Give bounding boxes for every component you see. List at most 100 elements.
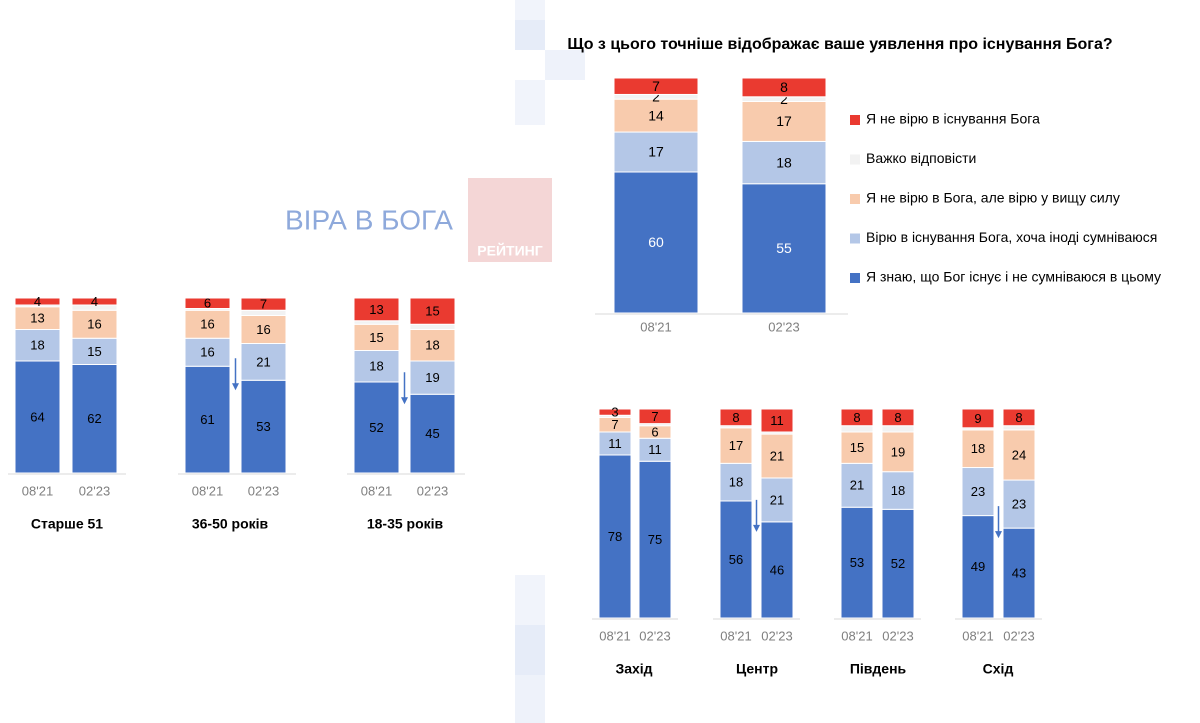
bar-segment — [760, 408, 794, 433]
value-label: 18 — [425, 338, 439, 353]
bar-segment — [353, 297, 400, 322]
x-tick-label: 08'21 — [841, 628, 872, 643]
value-label: 23 — [971, 484, 985, 499]
value-label: 21 — [770, 448, 784, 463]
x-tick-label: 08'21 — [599, 628, 630, 643]
value-label: 4 — [34, 294, 41, 309]
bar-segment — [881, 408, 915, 427]
chart-title: Схід — [983, 661, 1014, 677]
value-label: 3 — [611, 405, 618, 420]
bar-segment — [760, 477, 794, 523]
bar-segment — [881, 425, 915, 433]
bar-segment — [71, 364, 118, 474]
bar-segment — [613, 77, 699, 95]
value-label: 21 — [256, 354, 270, 369]
bar-segment — [184, 337, 231, 367]
bar-segment — [353, 320, 400, 325]
x-tick-label: 02'23 — [768, 319, 799, 334]
value-label: 9 — [974, 411, 981, 426]
value-label: 60 — [648, 234, 664, 250]
bar-segment — [741, 140, 827, 185]
value-label: 18 — [776, 154, 792, 170]
x-tick-label: 08'21 — [361, 483, 392, 498]
value-label: 8 — [853, 410, 860, 425]
bar-segment — [184, 309, 231, 339]
value-label: 7 — [260, 297, 267, 312]
chart-title: Старше 51 — [31, 516, 103, 532]
value-label: 7 — [652, 78, 660, 94]
value-label: 15 — [425, 304, 439, 319]
value-label: 8 — [1015, 410, 1022, 425]
x-tick-label: 08'21 — [962, 628, 993, 643]
value-label: 13 — [30, 311, 44, 326]
x-tick-label: 08'21 — [192, 483, 223, 498]
value-label: 18 — [729, 475, 743, 490]
value-label: 6 — [204, 296, 211, 311]
value-label: 21 — [770, 492, 784, 507]
legend-label: Вірю в існування Бога, хоча іноді сумнів… — [866, 229, 1157, 245]
value-label: 61 — [200, 412, 214, 427]
bar-segment — [184, 365, 231, 474]
x-tick-label: 02'23 — [882, 628, 913, 643]
bar-segment — [409, 323, 456, 330]
value-label: 53 — [850, 555, 864, 570]
value-label: 8 — [894, 410, 901, 425]
value-label: 6 — [651, 424, 658, 439]
chart-title: 18-35 років — [367, 516, 444, 532]
value-label: 15 — [369, 330, 383, 345]
value-label: 16 — [256, 322, 270, 337]
value-label: 17 — [648, 144, 664, 160]
x-tick-label: 08'21 — [720, 628, 751, 643]
decline-arrow-head — [995, 531, 1002, 539]
value-label: 43 — [1012, 566, 1026, 581]
value-label: 62 — [87, 411, 101, 426]
legend-swatch — [850, 154, 860, 165]
bar-segment — [14, 329, 61, 362]
bar-segment — [240, 343, 287, 381]
value-label: 21 — [850, 478, 864, 493]
bar-segment — [1002, 425, 1036, 431]
bar-segment — [353, 381, 400, 474]
bar-segment — [71, 297, 118, 306]
page-title: ВІРА В БОГА — [285, 204, 453, 235]
value-label: 75 — [648, 532, 662, 547]
bar-segment — [741, 101, 827, 142]
value-label: 23 — [1012, 497, 1026, 512]
value-label: 2 — [780, 91, 788, 107]
legend-swatch — [850, 115, 860, 125]
bar-segment — [961, 429, 995, 469]
bar-segment — [840, 462, 874, 508]
bar-segment — [353, 323, 400, 351]
bar-segment — [598, 408, 632, 416]
bar-segment — [1002, 479, 1036, 529]
legend-label: Я не вірю в існування Бога — [866, 111, 1040, 127]
bar-segment — [719, 408, 753, 427]
decoration — [515, 0, 585, 723]
bar-segment — [638, 460, 672, 619]
value-label: 19 — [425, 370, 439, 385]
value-label: 16 — [87, 317, 101, 332]
value-label: 17 — [776, 113, 792, 129]
bar-segment — [840, 408, 874, 427]
value-label: 53 — [256, 419, 270, 434]
value-label: 7 — [651, 409, 658, 424]
bar-segment — [881, 431, 915, 473]
bar-segment — [240, 297, 287, 311]
chart-title: Захід — [615, 661, 652, 677]
chart-title: Південь — [850, 661, 907, 677]
value-label: 45 — [425, 426, 439, 441]
x-tick-label: 02'23 — [761, 628, 792, 643]
bar-segment — [840, 506, 874, 619]
value-label: 11 — [648, 442, 662, 457]
decline-arrow-head — [401, 397, 408, 405]
value-label: 16 — [200, 317, 214, 332]
logo: РЕЙТИНГ — [477, 242, 542, 259]
value-label: 16 — [200, 345, 214, 360]
legend-swatch — [850, 273, 860, 283]
value-label: 18 — [891, 483, 905, 498]
value-label: 13 — [369, 302, 383, 317]
value-label: 2 — [652, 89, 660, 105]
x-tick-label: 08'21 — [22, 483, 53, 498]
legend-label: Я знаю, що Бог існує і не сумніваюся в ц… — [866, 269, 1161, 285]
value-label: 49 — [971, 559, 985, 574]
